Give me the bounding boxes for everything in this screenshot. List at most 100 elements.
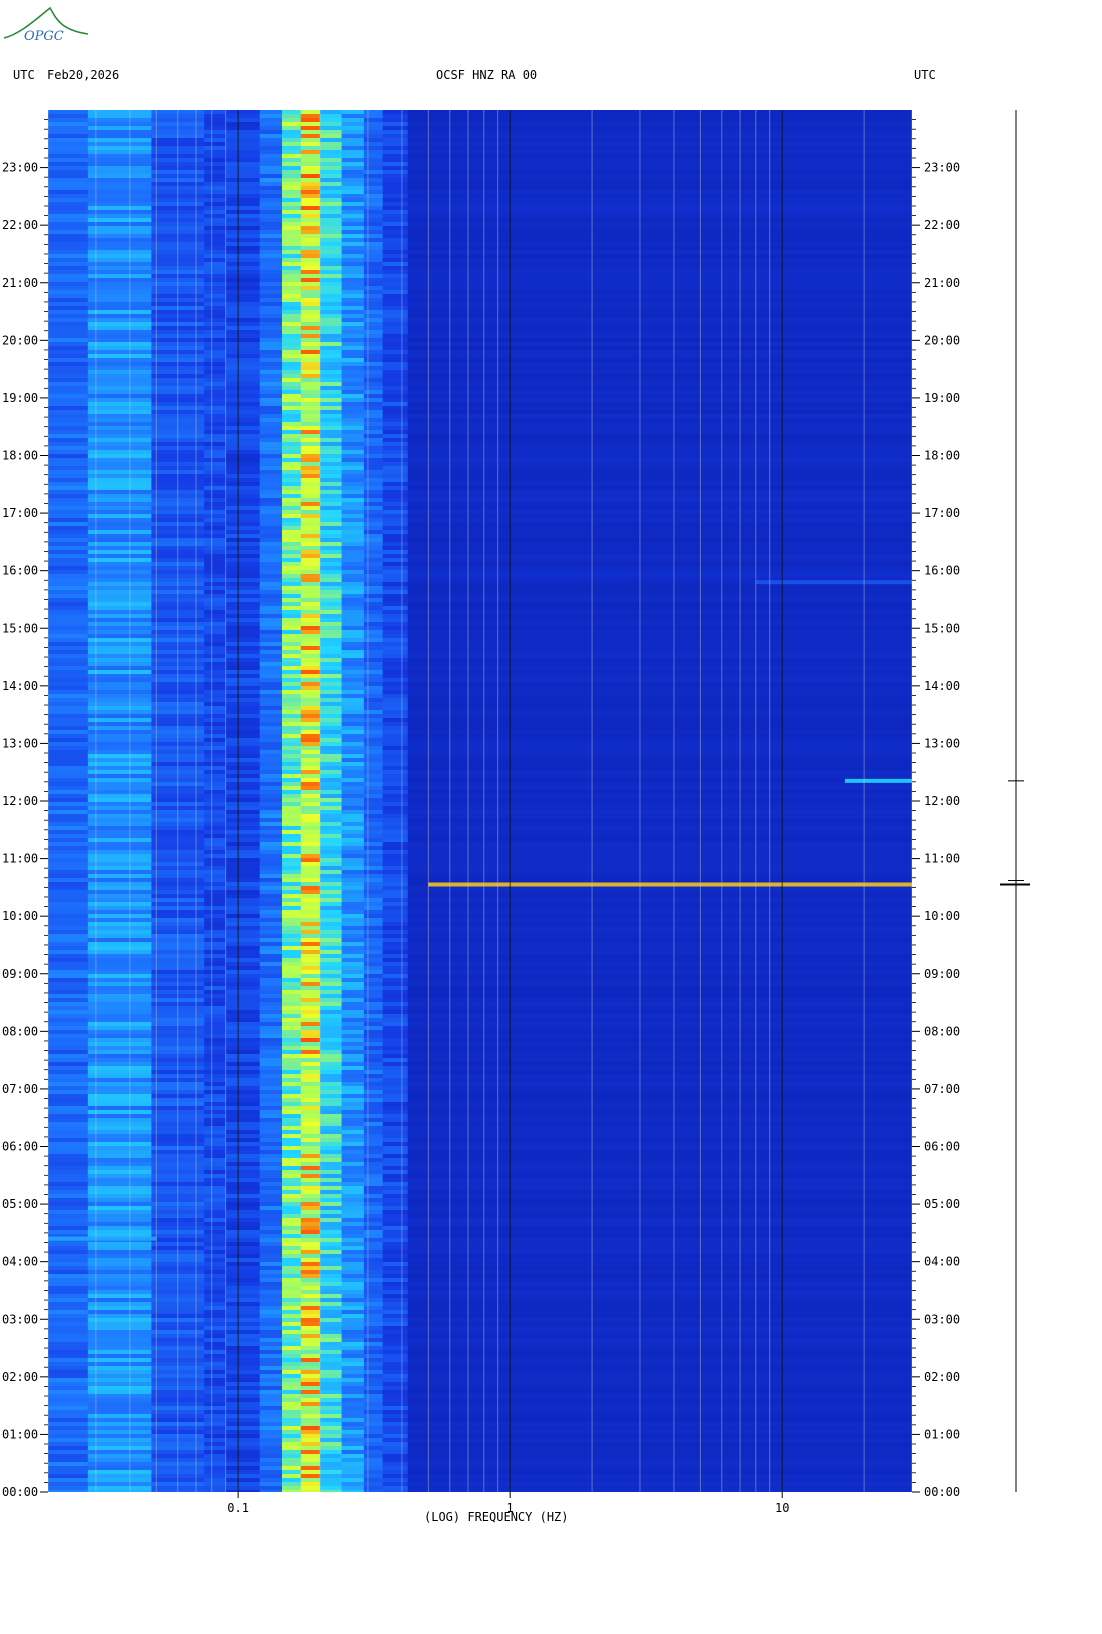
heatmap-cell (363, 474, 384, 478)
heatmap-cell (320, 974, 343, 978)
heatmap-cell (363, 858, 384, 862)
heatmap-cell (382, 442, 409, 446)
heatmap-cell (300, 894, 321, 898)
heatmap-cell (363, 806, 384, 810)
heatmap-cell (341, 446, 365, 450)
heatmap-cell (341, 766, 365, 770)
heatmap-cell (320, 1170, 343, 1174)
seismogram-trace (1000, 110, 1030, 1492)
heatmap-cell (382, 718, 409, 722)
heatmap-cell (300, 238, 321, 242)
heatmap-cell (259, 930, 283, 934)
heatmap-cell (363, 1374, 384, 1378)
heatmap-cell (225, 1478, 261, 1482)
heatmap-cell (282, 850, 302, 854)
heatmap-cell (382, 1162, 409, 1166)
heatmap-cell (204, 1006, 227, 1010)
heatmap-cell (363, 650, 384, 654)
heatmap-cell (407, 166, 912, 170)
heatmap-cell (282, 906, 302, 910)
heatmap-cell (363, 718, 384, 722)
heatmap-cell (204, 1458, 227, 1462)
heatmap-cell (341, 182, 365, 186)
heatmap-cell (407, 886, 912, 890)
heatmap-cell (48, 206, 89, 210)
heatmap-cell (407, 946, 912, 950)
heatmap-cell (341, 1014, 365, 1018)
heatmap-cell (382, 546, 409, 550)
heatmap-cell (87, 738, 153, 742)
heatmap-cell (225, 950, 261, 954)
heatmap-cell (225, 970, 261, 974)
heatmap-cell (204, 222, 227, 226)
heatmap-cell (320, 1026, 343, 1030)
heatmap-cell (320, 538, 343, 542)
heatmap-cell (320, 1110, 343, 1114)
heatmap-cell (48, 1278, 89, 1282)
heatmap-cell (382, 1282, 409, 1286)
heatmap-cell (300, 1134, 321, 1138)
heatmap-cell (204, 946, 227, 950)
heatmap-cell (363, 234, 384, 238)
header-left-timezone: UTC (13, 68, 35, 82)
heatmap-cell (320, 1410, 343, 1414)
heatmap-cell (300, 146, 321, 150)
heatmap-cell (363, 1370, 384, 1374)
heatmap-cell (225, 426, 261, 430)
heatmap-cell (259, 554, 283, 558)
heatmap-cell (259, 138, 283, 142)
heatmap-cell (341, 630, 365, 634)
heatmap-cell (204, 574, 227, 578)
heatmap-cell (363, 658, 384, 662)
heatmap-cell (341, 1382, 365, 1386)
heatmap-cell (341, 794, 365, 798)
heatmap-cell (407, 402, 912, 406)
heatmap-cell (341, 602, 365, 606)
heatmap-cell (204, 1346, 227, 1350)
heatmap-cell (48, 1382, 89, 1386)
heatmap-cell (87, 190, 153, 194)
heatmap-cell (204, 134, 227, 138)
heatmap-cell (204, 1130, 227, 1134)
heatmap-cell (363, 1126, 384, 1130)
heatmap-cell (407, 1106, 912, 1110)
heatmap-cell (407, 642, 912, 646)
heatmap-cell (407, 450, 912, 454)
heatmap-cell (320, 966, 343, 970)
heatmap-cell (363, 1154, 384, 1158)
heatmap-cell (87, 410, 153, 414)
heatmap-cell (87, 622, 153, 626)
heatmap-cell (48, 862, 89, 866)
heatmap-cell (407, 514, 912, 518)
heatmap-cell (87, 394, 153, 398)
heatmap-cell (204, 962, 227, 966)
heatmap-cell (225, 1042, 261, 1046)
heatmap-cell (407, 1194, 912, 1198)
heatmap-cell (225, 1162, 261, 1166)
heatmap-cell (320, 762, 343, 766)
heatmap-cell (204, 190, 227, 194)
heatmap-cell (87, 374, 153, 378)
heatmap-cell (48, 438, 89, 442)
event-band (48, 1236, 157, 1241)
heatmap-cell (204, 346, 227, 350)
heatmap-cell (320, 1366, 343, 1370)
heatmap-cell (259, 1390, 283, 1394)
heatmap-cell (259, 594, 283, 598)
heatmap-cell (320, 1438, 343, 1442)
heatmap-cell (320, 1474, 343, 1478)
heatmap-cell (259, 982, 283, 986)
heatmap-cell (363, 118, 384, 122)
heatmap-cell (341, 122, 365, 126)
heatmap-cell (382, 202, 409, 206)
heatmap-cell (407, 1014, 912, 1018)
heatmap-cell (204, 1330, 227, 1334)
heatmap-cell (300, 1254, 321, 1258)
heatmap-cell (300, 802, 321, 806)
heatmap-cell (407, 858, 912, 862)
heatmap-cell (320, 1458, 343, 1462)
heatmap-cell (407, 1102, 912, 1106)
heatmap-cell (48, 362, 89, 366)
heatmap-cell (341, 1434, 365, 1438)
heatmap-cell (407, 634, 912, 638)
